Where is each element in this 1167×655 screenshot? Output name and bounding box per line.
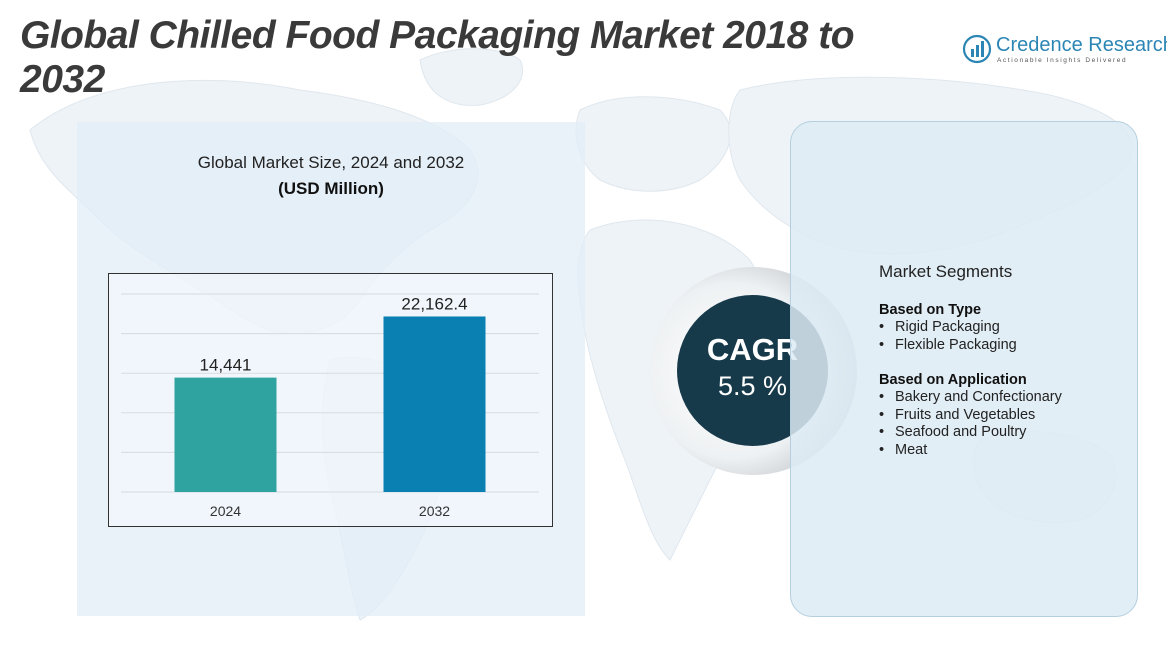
- logo-name: Credence Research: [996, 34, 1167, 56]
- greenland-shape: [419, 48, 524, 106]
- segment-heading: Based on Application: [879, 372, 1027, 388]
- x-tick-label-2032: 2032: [419, 503, 450, 519]
- data-label-2032: 22,162.4: [401, 294, 467, 313]
- bar-2032: [383, 316, 486, 492]
- segment-item: Bakery and Confectionary: [879, 389, 1062, 407]
- chart-title: Global Market Size, 2024 and 2032: [197, 153, 465, 172]
- segment-item: Fruits and Vegetables: [879, 407, 1062, 425]
- page-title: Global Chilled Food Packaging Market 201…: [20, 14, 855, 101]
- company-logo[interactable]: Credence Research Actionable Insights De…: [962, 34, 1167, 68]
- bar-growth-logo-icon: [962, 34, 992, 64]
- segment-group-application: Based on Application Bakery and Confecti…: [879, 371, 1062, 459]
- segment-list: Bakery and Confectionary Fruits and Vege…: [879, 389, 1062, 459]
- x-tick-label-2024: 2024: [210, 503, 241, 519]
- market-size-panel: Global Market Size, 2024 and 2032 (USD M…: [77, 122, 585, 616]
- segment-item: Rigid Packaging: [879, 319, 1017, 337]
- bar-chart: 14,441 2024 22,162.4 2032: [108, 273, 553, 527]
- logo-tagline: Actionable Insights Delivered: [997, 57, 1128, 64]
- segment-item: Flexible Packaging: [879, 337, 1017, 355]
- segment-heading: Based on Type: [879, 302, 982, 318]
- cagr-value: 5.5 %: [717, 371, 788, 401]
- bar-2024: [174, 377, 277, 492]
- segment-group-type: Based on Type Rigid Packaging Flexible P…: [879, 301, 1017, 354]
- segment-item: Seafood and Poultry: [879, 424, 1062, 442]
- segment-item: Meat: [879, 442, 1062, 460]
- market-segments-panel: Market Segments Based on Type Rigid Pack…: [790, 121, 1138, 617]
- bar-chart-svg: 14,441 2024 22,162.4 2032: [121, 293, 539, 519]
- segments-title: Market Segments: [879, 262, 1013, 281]
- data-label-2024: 14,441: [200, 356, 252, 375]
- europe-shape: [575, 96, 731, 192]
- cagr-label: CAGR: [706, 332, 799, 367]
- chart-subtitle: (USD Million): [278, 179, 384, 198]
- segment-list: Rigid Packaging Flexible Packaging: [879, 319, 1017, 354]
